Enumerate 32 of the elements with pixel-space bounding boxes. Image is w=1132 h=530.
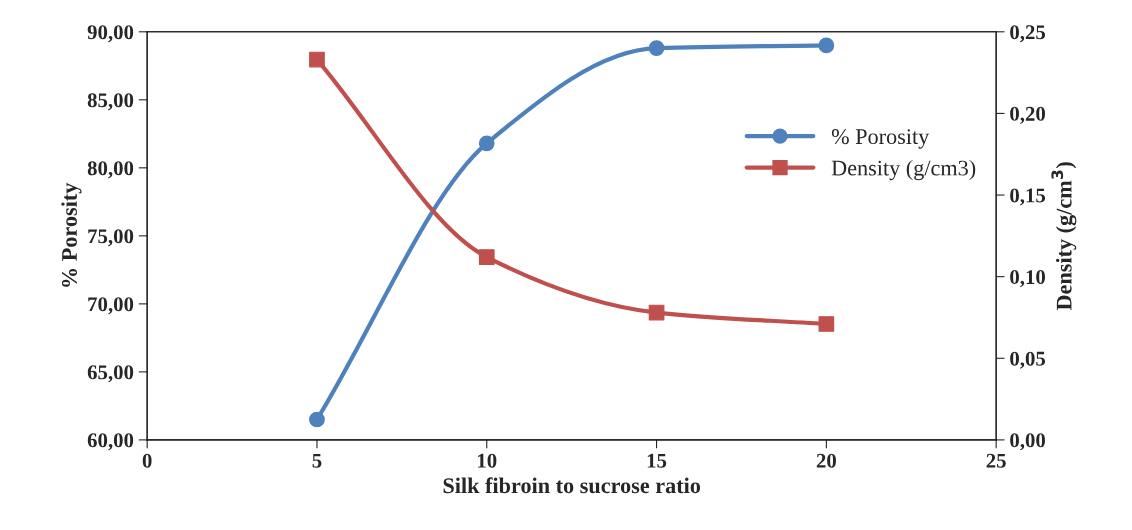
y2-tick-label: 0,00: [1010, 433, 1046, 451]
point: [818, 37, 835, 54]
y2-tick-label: 0,20: [1010, 106, 1046, 124]
x-axis-title: Silk fibroin to sucrose ratio: [443, 477, 701, 494]
y2-tick-label: 0,10: [1010, 270, 1046, 288]
y2-tick-label: 0,15: [1010, 188, 1046, 206]
legend-label: Density (g/cm3): [831, 159, 976, 181]
y-tick-label: 80,00: [87, 161, 134, 179]
x-tick-label: 10: [478, 453, 497, 468]
y-axis-title: % Porosity: [61, 182, 82, 287]
point: [478, 135, 495, 152]
y2-axis-title: Density (g/cm$^{3}$): [1051, 162, 1077, 311]
y-tick-label: 60,00: [87, 433, 134, 451]
point: [309, 51, 325, 68]
point: [648, 40, 665, 56]
x-tick-label: 5: [312, 453, 322, 468]
x-tick-label: 0: [142, 453, 152, 468]
point: [309, 411, 325, 428]
y2-tick-label: 0,05: [1010, 351, 1046, 369]
y-tick-label: 75,00: [88, 229, 134, 247]
point: [478, 249, 495, 265]
legend-label: % Porosity: [831, 129, 930, 149]
x-tick-label: 15: [647, 453, 667, 468]
point: [818, 316, 835, 332]
x-tick-label: 20: [816, 453, 836, 468]
y2-tick-label: 0,25: [1010, 25, 1046, 43]
y-tick-label: 85,00: [87, 93, 134, 111]
y-tick-label: 90,00: [87, 25, 134, 43]
y-tick-label: 65,00: [87, 365, 134, 383]
x-tick-label: 25: [986, 453, 1006, 468]
point: [648, 304, 665, 321]
y-tick-label: 70,00: [88, 297, 134, 315]
